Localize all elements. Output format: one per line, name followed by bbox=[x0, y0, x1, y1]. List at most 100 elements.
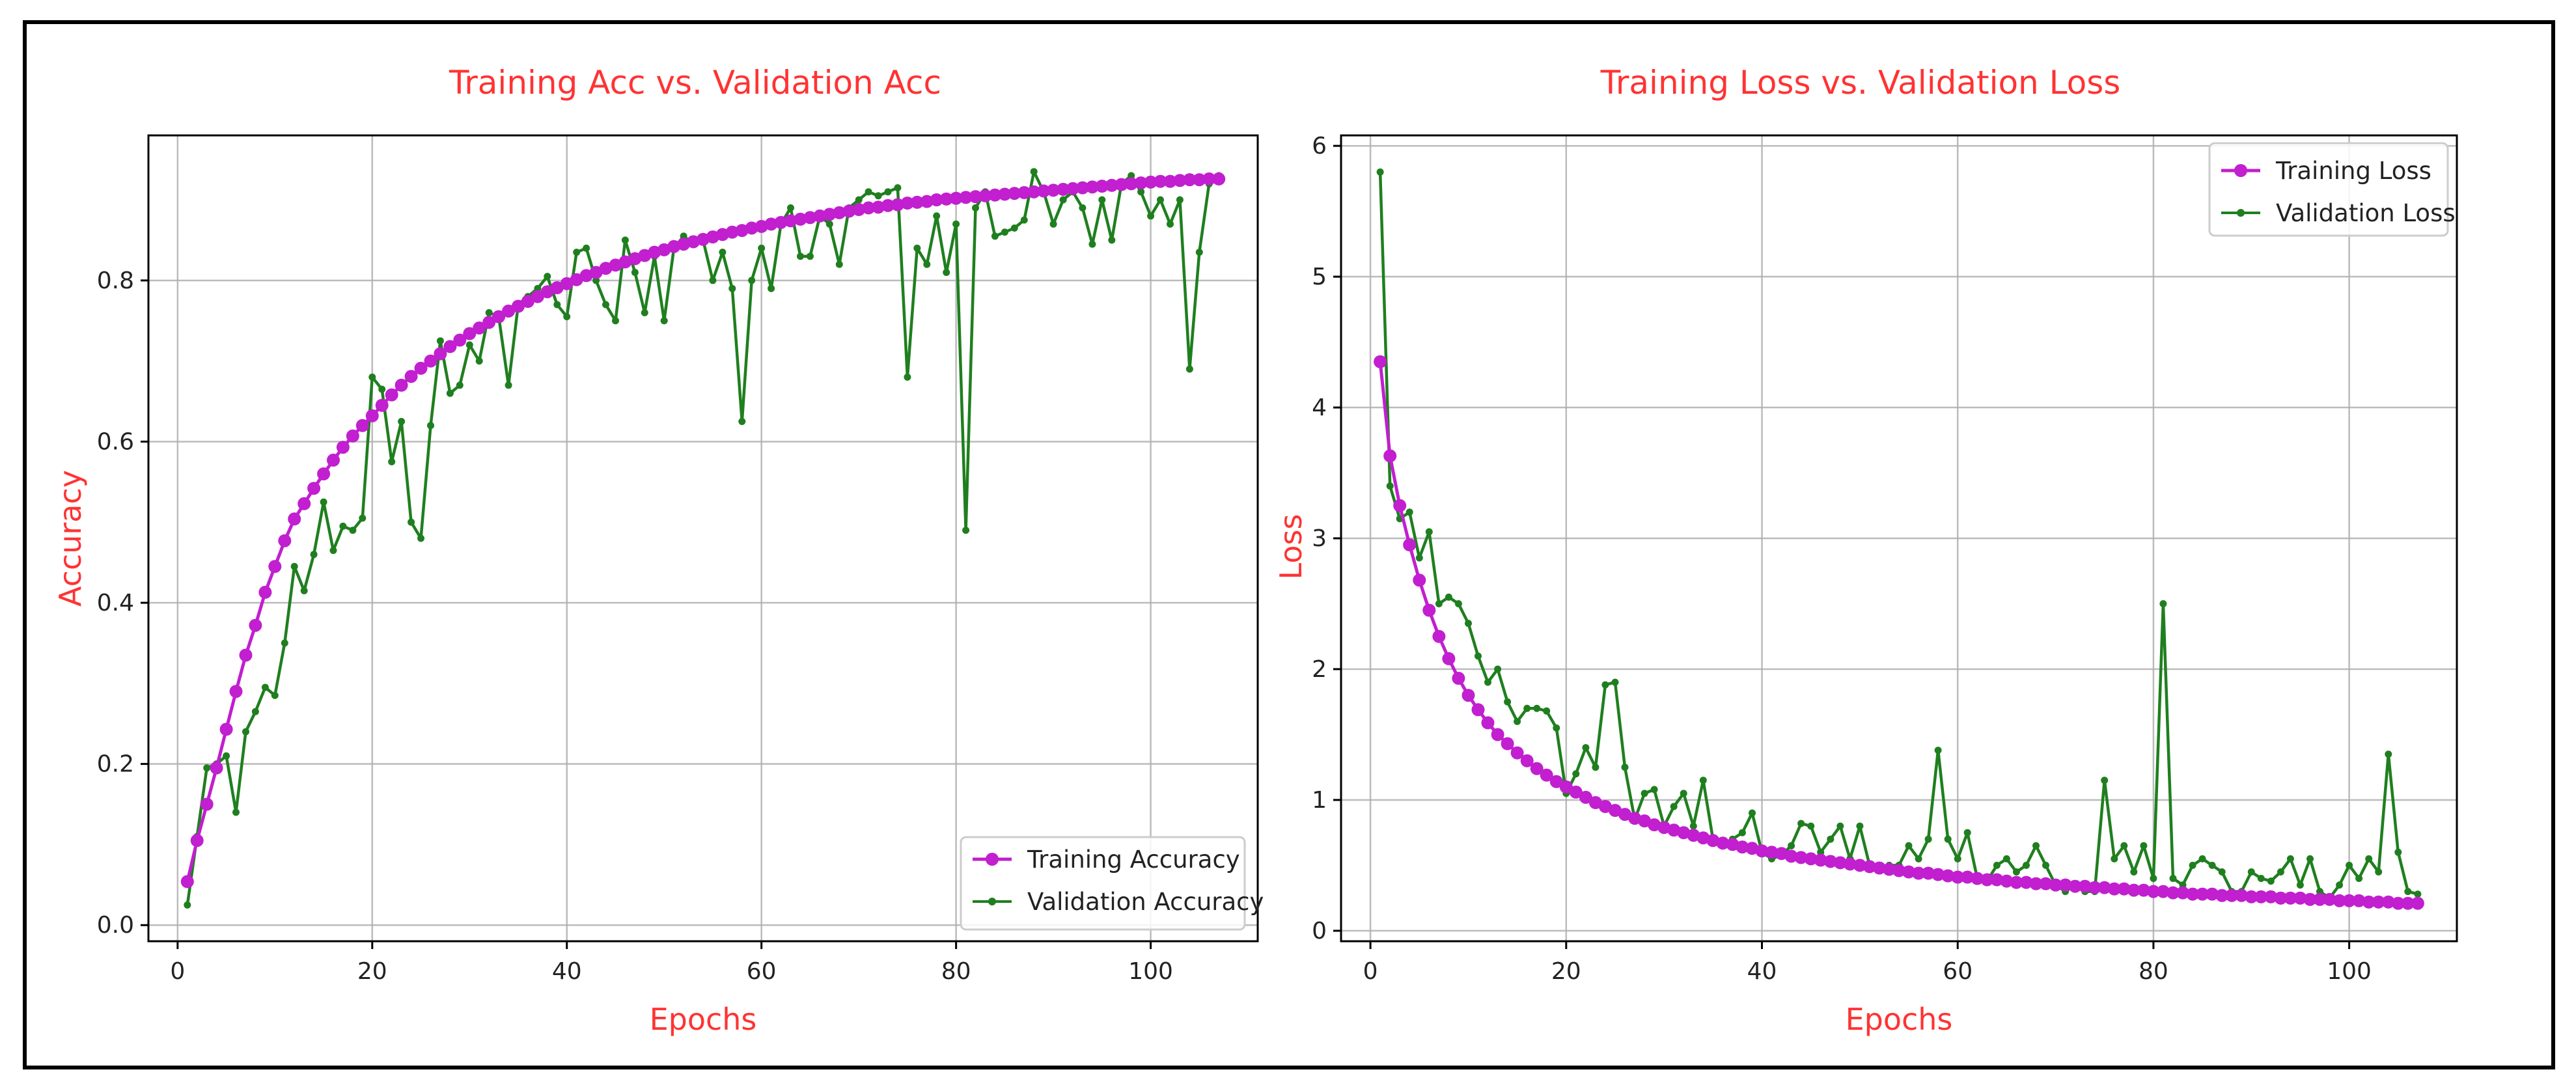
training-loss-point bbox=[2372, 895, 2385, 909]
training-loss-point bbox=[1872, 861, 1886, 875]
validation-accuracy-point bbox=[534, 284, 542, 292]
training-loss-point bbox=[2284, 891, 2297, 905]
validation-accuracy-point bbox=[427, 422, 434, 430]
training-accuracy-point bbox=[823, 208, 837, 221]
validation-loss-point bbox=[1572, 770, 1580, 778]
validation-accuracy-point bbox=[806, 253, 814, 260]
training-accuracy-point bbox=[803, 211, 817, 225]
training-accuracy-point bbox=[1075, 181, 1089, 195]
validation-accuracy-point bbox=[797, 253, 804, 260]
training-loss-point bbox=[1980, 873, 1994, 887]
training-accuracy-point bbox=[453, 333, 467, 347]
training-loss-point bbox=[1667, 823, 1681, 837]
validation-accuracy-point bbox=[631, 269, 639, 276]
validation-accuracy-point bbox=[952, 220, 960, 228]
training-loss-point bbox=[2196, 887, 2209, 901]
training-loss-point bbox=[2225, 889, 2239, 902]
training-loss-point bbox=[1892, 864, 1905, 877]
validation-accuracy-point bbox=[505, 381, 512, 389]
training-loss-series bbox=[1374, 355, 2424, 910]
training-loss-point bbox=[1833, 856, 1847, 870]
validation-accuracy-point bbox=[320, 498, 327, 506]
training-loss-point bbox=[1853, 859, 1866, 872]
validation-loss-point bbox=[2296, 881, 2304, 889]
training-accuracy-point bbox=[813, 209, 827, 223]
validation-loss-point bbox=[1514, 717, 1521, 725]
training-accuracy-point bbox=[190, 834, 204, 848]
validation-accuracy-point bbox=[923, 260, 931, 268]
validation-accuracy-point bbox=[417, 534, 424, 542]
validation-loss-point bbox=[2208, 861, 2216, 869]
validation-loss-point bbox=[2306, 855, 2314, 862]
validation-loss-point bbox=[2023, 861, 2030, 869]
accuracy-axes-background bbox=[148, 135, 1258, 941]
validation-loss-point bbox=[2336, 881, 2344, 889]
validation-accuracy-point bbox=[290, 562, 298, 570]
training-loss-point bbox=[2058, 878, 2072, 892]
training-loss-point bbox=[1393, 499, 1407, 512]
training-accuracy-point bbox=[939, 192, 953, 206]
training-accuracy-point bbox=[385, 388, 398, 402]
validation-accuracy-point bbox=[874, 192, 882, 200]
validation-accuracy-point bbox=[1079, 204, 1087, 212]
training-accuracy-point bbox=[862, 201, 876, 215]
training-loss-point bbox=[2303, 892, 2317, 906]
validation-loss-point bbox=[1445, 593, 1452, 601]
training-loss-point bbox=[1677, 826, 1691, 840]
validation-loss-point bbox=[1807, 822, 1815, 830]
training-loss-point bbox=[2068, 879, 2082, 893]
training-loss-point bbox=[1912, 866, 1926, 880]
accuracy-x-ticks: 0 20 40 60 80 100 bbox=[170, 941, 1173, 985]
validation-accuracy-point bbox=[388, 458, 396, 465]
validation-loss-point bbox=[2198, 855, 2206, 862]
validation-loss-point bbox=[1944, 835, 1952, 843]
accuracy-x-tick-label: 40 bbox=[552, 958, 582, 985]
training-accuracy-point bbox=[764, 217, 778, 231]
training-accuracy-point bbox=[521, 295, 534, 308]
training-loss-point bbox=[2264, 890, 2278, 903]
validation-accuracy-point bbox=[904, 373, 911, 381]
training-accuracy-point bbox=[307, 482, 321, 495]
training-accuracy-point bbox=[540, 285, 554, 299]
training-loss-point bbox=[2146, 885, 2160, 898]
validation-loss-point bbox=[1670, 803, 1678, 810]
validation-accuracy-point bbox=[1010, 224, 1018, 232]
validation-accuracy-point bbox=[894, 184, 902, 191]
validation-loss-point bbox=[2414, 890, 2422, 898]
validation-loss-point bbox=[1533, 704, 1541, 712]
validation-loss-point bbox=[2375, 868, 2383, 875]
validation-accuracy-point bbox=[612, 317, 619, 325]
training-loss-point bbox=[2156, 885, 2170, 898]
validation-accuracy-point bbox=[378, 385, 386, 393]
validation-accuracy-point bbox=[728, 284, 736, 292]
training-accuracy-point bbox=[424, 354, 437, 368]
validation-accuracy-point bbox=[748, 277, 756, 284]
training-loss-point bbox=[2039, 877, 2053, 890]
training-accuracy-point bbox=[355, 419, 369, 432]
validation-accuracy-point bbox=[329, 547, 337, 555]
accuracy-legend-box bbox=[960, 836, 1246, 931]
validation-loss-point bbox=[1699, 777, 1707, 784]
loss-x-tick-label: 20 bbox=[1551, 958, 1581, 985]
training-accuracy-point bbox=[288, 512, 301, 526]
training-loss-point bbox=[2167, 886, 2180, 900]
training-accuracy-point bbox=[1183, 173, 1197, 187]
validation-loss-point bbox=[1435, 600, 1443, 607]
validation-loss-point bbox=[1680, 790, 1687, 797]
validation-loss-point bbox=[2247, 868, 2255, 875]
training-loss-point bbox=[2098, 881, 2111, 894]
training-loss-point bbox=[1951, 870, 1965, 884]
validation-loss-point bbox=[2140, 842, 2148, 849]
validation-loss-point bbox=[2218, 868, 2226, 875]
training-loss-point bbox=[2049, 878, 2062, 892]
validation-loss-point bbox=[1592, 764, 1600, 771]
training-accuracy-point bbox=[219, 723, 233, 736]
training-loss-point bbox=[2333, 894, 2346, 907]
training-accuracy-point bbox=[1095, 180, 1109, 193]
validation-loss-point bbox=[1797, 820, 1805, 827]
training-loss-point bbox=[2019, 875, 2033, 889]
validation-accuracy-point bbox=[825, 220, 833, 228]
accuracy-y-tick-label: 0.0 bbox=[97, 912, 134, 939]
training-loss-point bbox=[2401, 896, 2415, 910]
validation-accuracy-point bbox=[768, 284, 775, 292]
